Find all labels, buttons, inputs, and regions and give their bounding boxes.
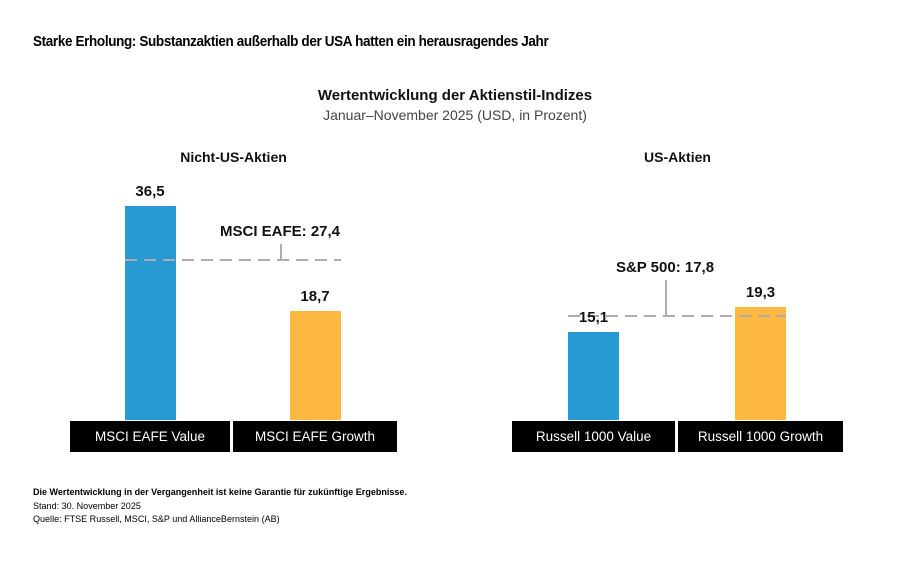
chart-title: Wertentwicklung der Aktienstil-Indizes <box>317 87 593 104</box>
bar-msci-eafe-value <box>124 206 176 420</box>
chart-footnotes: Die Wertentwicklung in der Vergangenheit… <box>33 486 508 527</box>
bar-russell-1000-value <box>568 332 619 420</box>
bar-value-label-msci-eafe-value: 36,5 <box>135 183 165 200</box>
bar-value-label-russell-1000-growth: 19,3 <box>745 284 776 301</box>
bar-category-label-msci-eafe-value: MSCI EAFE Value <box>70 421 230 452</box>
past-performance-disclaimer: Die Wertentwicklung in der Vergangenheit… <box>33 487 407 498</box>
bar-category-label-russell-1000-value: Russell 1000 Value <box>512 421 675 452</box>
bar-value-label-russell-1000-value: 15,1 <box>578 309 609 326</box>
bar-russell-1000-growth <box>735 307 786 420</box>
group-heading-nicht-us-aktien: Nicht-US-Aktien <box>180 149 287 165</box>
reference-label-msci-eafe-27-4: MSCI EAFE: 27,4 <box>219 223 341 240</box>
reference-line-s-p-500-17-8 <box>568 315 786 317</box>
reference-line-msci-eafe-27-4 <box>124 259 341 261</box>
source-note: Quelle: FTSE Russell, MSCI, S&P und Alli… <box>33 514 280 525</box>
reference-label-s-p-500-17-8: S&P 500: 17,8 <box>615 259 715 276</box>
group-heading-us-aktien: US-Aktien <box>644 149 711 165</box>
chart-subtitle: Januar–November 2025 (USD, in Prozent) <box>323 107 587 123</box>
page-title: Starke Erholung: Substanzaktien außerhal… <box>33 33 549 50</box>
reference-tick-s-p-500-17-8 <box>665 280 667 316</box>
bar-msci-eafe-growth <box>289 311 341 420</box>
reference-tick-msci-eafe-27-4 <box>280 244 282 260</box>
as-of-date: Stand: 30. November 2025 <box>33 500 141 512</box>
bar-category-label-msci-eafe-growth: MSCI EAFE Growth <box>233 421 397 452</box>
bar-category-label-russell-1000-growth: Russell 1000 Growth <box>678 421 843 452</box>
bar-value-label-msci-eafe-growth: 18,7 <box>300 288 330 305</box>
